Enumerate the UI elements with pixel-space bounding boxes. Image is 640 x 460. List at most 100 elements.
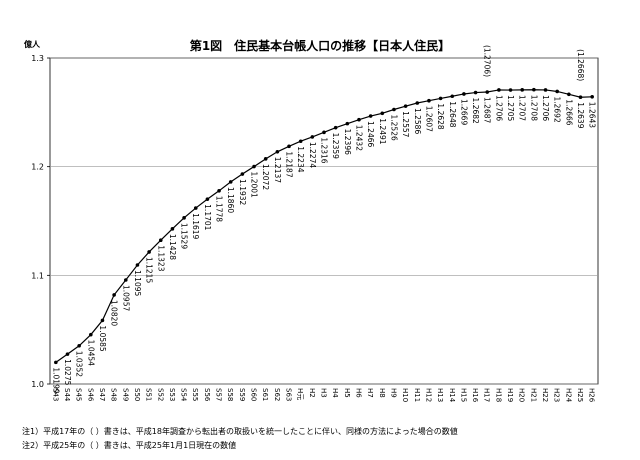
data-label: 1.1529 — [180, 223, 189, 249]
data-label: 1.2586 — [413, 108, 422, 134]
y-axis-label: 億人 — [23, 39, 41, 49]
data-label: 1.0585 — [98, 325, 107, 351]
x-tick-label: S46 — [86, 388, 94, 402]
x-tick-label: H3 — [320, 388, 328, 398]
data-label: 1.0275 — [63, 359, 72, 385]
data-label: 1.1701 — [203, 204, 212, 230]
data-label: 1.2466 — [366, 121, 375, 147]
data-label: 1.1215 — [145, 257, 154, 283]
data-label: 1.2669 — [459, 99, 468, 125]
point — [497, 88, 501, 92]
point — [54, 360, 58, 365]
data-label: 1.2316 — [320, 137, 329, 163]
x-tick-label: S45 — [75, 388, 83, 401]
data-label: 1.1619 — [191, 213, 200, 239]
data-label: 1.2526 — [389, 115, 398, 141]
point — [240, 172, 245, 176]
point — [333, 125, 338, 130]
chart: 第1図 住民基本台帳人口の推移【日本人住民】 億人 1.0 1.1 1.2 1.3 S4… — [23, 38, 599, 403]
x-tick-label: S43 — [51, 388, 59, 401]
data-label: 1.2687 — [483, 97, 492, 123]
point — [427, 98, 431, 103]
x-tick-label: H20 — [518, 388, 526, 402]
x-tick-label: S48 — [110, 388, 118, 401]
y-tick-label: 1.1 — [31, 271, 44, 280]
x-tick-label: H12 — [424, 388, 432, 402]
x-tick-label: H9 — [389, 388, 397, 398]
data-label: 1.2557 — [401, 111, 410, 137]
point — [89, 332, 93, 337]
point — [263, 157, 268, 161]
data-label: 1.2682 — [471, 98, 480, 124]
point — [147, 250, 151, 254]
x-tick-label: H5 — [343, 388, 351, 398]
chart-title: 第1図 住民基本台帳人口の推移【日本人住民】 — [189, 38, 450, 53]
y-tick-label: 1.0 — [31, 380, 44, 389]
x-tick-label: S55 — [191, 388, 199, 401]
point — [217, 188, 221, 193]
data-label: 1.2234 — [296, 146, 305, 172]
x-tick-label: H17 — [483, 388, 491, 402]
data-label: 1.2706 — [541, 95, 550, 121]
data-label: 1.2666 — [564, 99, 573, 125]
point — [310, 135, 315, 139]
x-tick-label: S53 — [168, 388, 176, 401]
x-tick-label: S63 — [285, 388, 293, 401]
x-tick-label: H24 — [564, 388, 572, 403]
data-label: 1.1428 — [168, 234, 177, 260]
x-tick-label: H19 — [506, 388, 514, 402]
point — [287, 144, 291, 149]
x-tick-label: H10 — [401, 388, 409, 402]
x-tick-label: H25 — [576, 388, 584, 402]
point — [555, 89, 559, 94]
point — [228, 180, 233, 184]
data-label: 1.2001 — [250, 172, 259, 198]
point — [275, 149, 280, 154]
point — [543, 88, 548, 92]
point — [508, 88, 513, 92]
x-tick-label: S57 — [215, 388, 223, 401]
point — [450, 94, 455, 99]
x-tick-label: H7 — [366, 388, 374, 398]
data-label: 1.1778 — [215, 196, 224, 222]
x-tick-label: S49 — [121, 388, 129, 401]
note: 注1）平成17年の（ ）書きは、平成18年調査から転出者の取扱いを統一したことに… — [22, 427, 458, 436]
point — [357, 117, 361, 122]
data-label: 1.2707 — [518, 95, 527, 121]
x-tick-label: H22 — [541, 388, 549, 402]
x-tick-label: S44 — [63, 388, 71, 402]
annotation: (1.2668) — [576, 49, 585, 81]
point — [205, 197, 210, 201]
x-tick-label: S51 — [145, 388, 153, 401]
x-tick-label: H21 — [529, 388, 537, 402]
data-label: 1.2491 — [378, 118, 387, 144]
point — [473, 90, 478, 95]
x-tick-label: H13 — [436, 388, 444, 402]
data-label: 1.1323 — [156, 245, 165, 271]
x-tick-label: H18 — [494, 388, 502, 402]
x-tick-label: H6 — [354, 388, 362, 398]
x-tick-label: H16 — [471, 388, 479, 403]
point — [368, 114, 373, 118]
data-label: 1.2137 — [273, 157, 282, 183]
data-label: 1.2359 — [331, 133, 340, 159]
x-tick-label: H23 — [553, 388, 561, 402]
point — [485, 90, 490, 94]
point — [100, 318, 105, 323]
x-tick-label: S62 — [273, 388, 281, 401]
annotation: (1.2706) — [483, 45, 492, 77]
x-tick-label: S54 — [180, 388, 188, 402]
data-label: 1.2692 — [553, 96, 562, 122]
x-tick-label: H8 — [378, 388, 386, 398]
point — [380, 111, 385, 116]
x-tick-label: H15 — [459, 388, 467, 402]
point — [403, 104, 408, 108]
point — [415, 101, 420, 105]
point — [345, 121, 350, 126]
x-tick-label: S52 — [156, 388, 164, 401]
data-label: 1.2187 — [285, 151, 294, 177]
data-label: 1.2705 — [506, 95, 515, 121]
point — [298, 139, 303, 144]
x-tick-label: H4 — [331, 388, 339, 398]
x-tick-label: S59 — [238, 388, 246, 401]
